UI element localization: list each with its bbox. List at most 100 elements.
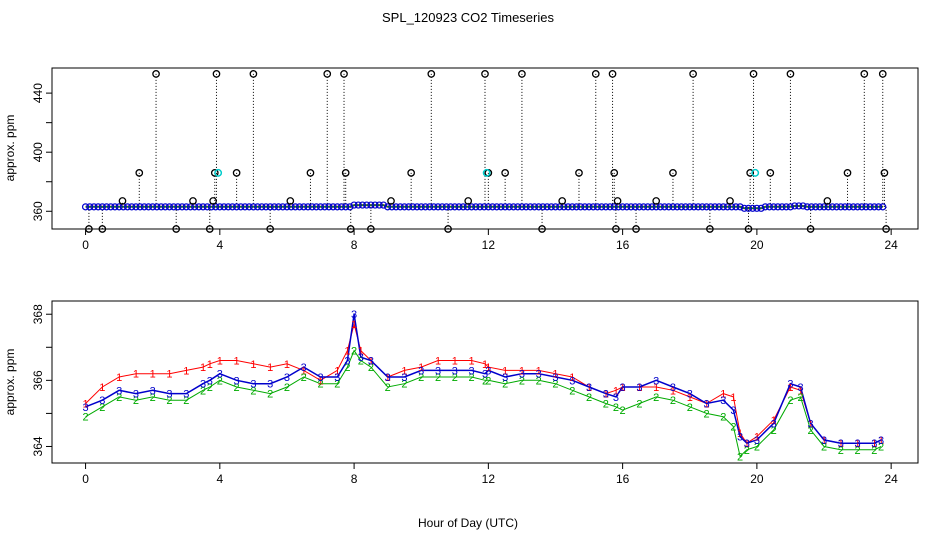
outlier-point (882, 225, 890, 233)
baseline-point (346, 203, 354, 211)
series-1-point: 1 (737, 428, 743, 440)
top-ylabel: approx. ppm (3, 115, 17, 182)
series-1-point: 1 (797, 385, 803, 397)
series-3-point: 3 (603, 389, 609, 401)
series-1-point: 1 (183, 365, 189, 377)
baseline-point (841, 203, 849, 211)
series-3-point: 3 (720, 395, 726, 407)
baseline-point (98, 203, 106, 211)
top-xtick-label: 0 (82, 238, 89, 252)
baseline-point (417, 203, 425, 211)
baseline-point (354, 201, 362, 209)
bottom-xtick-label: 12 (482, 472, 496, 486)
outlier-point (613, 197, 622, 205)
baseline-point (195, 203, 203, 211)
baseline-point (610, 203, 618, 211)
baseline-point (602, 203, 610, 211)
baseline-point (367, 201, 375, 209)
series-2-point: 2 (871, 445, 877, 457)
baseline-point (132, 203, 140, 211)
baseline-point (136, 203, 144, 211)
baseline-point (434, 203, 442, 211)
series-1-point: 1 (569, 372, 575, 384)
baseline-point (233, 203, 241, 211)
outlier-point (823, 197, 832, 205)
series-3-point: 3 (207, 375, 213, 387)
bottom-panel-frame (51, 300, 919, 464)
baseline-point (719, 203, 727, 211)
outlier-point (152, 70, 160, 78)
series-2-point: 2 (317, 379, 323, 391)
series-2-point: 2 (83, 412, 89, 424)
series-3-point: 3 (217, 369, 223, 381)
series-3-point: 3 (730, 405, 736, 417)
baseline-point (237, 203, 245, 211)
series-2-point: 2 (552, 379, 558, 391)
series-1-point: 1 (821, 435, 827, 447)
baseline-point (820, 203, 828, 211)
baseline-point (786, 203, 795, 211)
top-xtick-label: 20 (750, 238, 764, 252)
baseline-point (862, 203, 870, 211)
outlier-point (427, 70, 436, 78)
outlier-point (806, 225, 815, 233)
baseline-point (165, 203, 174, 211)
bottom-ytick-label: 364 (31, 436, 45, 456)
series-2-line (85, 349, 882, 458)
series-2-point: 2 (385, 382, 391, 394)
outlier-point (766, 169, 775, 177)
outlier-point (749, 70, 758, 78)
outlier-point (210, 169, 219, 177)
series-1-point: 1 (838, 438, 844, 450)
series-3-point: 3 (334, 372, 340, 384)
series-3-point: 3 (250, 379, 256, 391)
baseline-point (363, 201, 371, 209)
baseline-point (669, 203, 677, 211)
series-1-point: 1 (653, 382, 659, 394)
series-2-point: 2 (771, 425, 777, 437)
baseline-point (589, 203, 597, 211)
series-1-point: 1 (687, 392, 693, 404)
baseline-point (660, 203, 669, 211)
baseline-point (295, 203, 304, 211)
series-2-point: 2 (855, 445, 861, 457)
baseline-point (690, 203, 698, 211)
bottom-xtick-label: 4 (216, 472, 223, 486)
outlier-point (232, 169, 241, 177)
outlier-point (209, 197, 217, 205)
baseline-point (123, 203, 132, 211)
series-3-point: 3 (234, 375, 240, 387)
series-3-point: 3 (569, 375, 575, 387)
series-3-point: 3 (744, 438, 750, 450)
baseline-point (279, 203, 287, 211)
baseline-point (291, 203, 299, 211)
baseline-point (371, 201, 379, 209)
baseline-point (866, 203, 874, 211)
series-2-point: 2 (452, 372, 458, 384)
series-1-point: 1 (200, 362, 206, 374)
baseline-point (543, 203, 551, 211)
baseline-point (446, 203, 455, 211)
baseline-point (258, 203, 266, 211)
baseline-point (467, 203, 476, 211)
series-3-point: 3 (653, 375, 659, 387)
baseline-point (694, 203, 702, 211)
outlier-point (135, 169, 144, 177)
series-1-point: 1 (730, 392, 736, 404)
outlier-point (575, 169, 583, 177)
top-xtick-label: 12 (482, 238, 496, 252)
series-1-point: 1 (787, 382, 793, 394)
series-1-point: 1 (452, 356, 458, 368)
baseline-point (384, 203, 392, 211)
series-2-point: 2 (808, 425, 814, 437)
cyan-point (214, 168, 223, 177)
series-3-point: 3 (797, 382, 803, 394)
outlier-point (878, 70, 887, 78)
baseline-point (514, 203, 522, 211)
series-2-point: 2 (267, 389, 273, 401)
series-3-line (85, 314, 882, 445)
baseline-point (283, 203, 291, 211)
series-3-point: 3 (358, 352, 364, 364)
baseline-point (753, 204, 761, 212)
outlier-point (367, 225, 375, 233)
